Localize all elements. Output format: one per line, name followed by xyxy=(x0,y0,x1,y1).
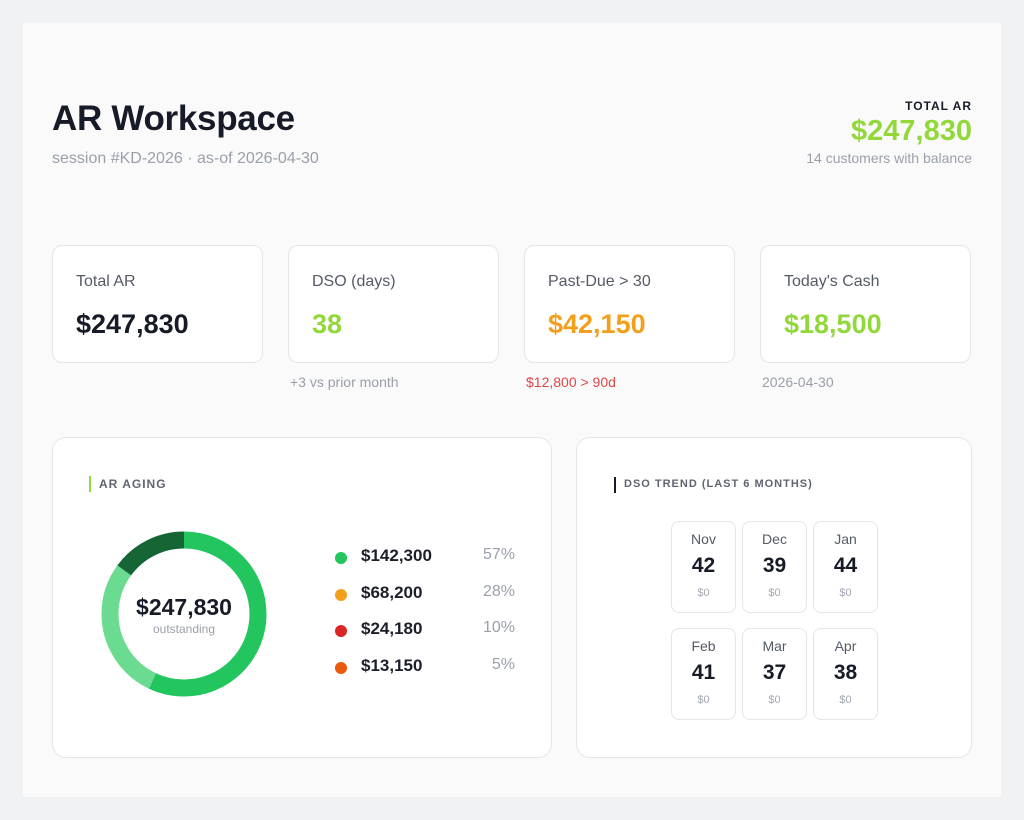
kpi-value: $18,500 xyxy=(784,309,882,339)
legend-percent: 5% xyxy=(491,655,515,673)
customers-with-balance: 14 customers with balance xyxy=(806,150,972,166)
legend-item[interactable]: $142,300 57% xyxy=(335,546,515,583)
total-ar-label: TOTAL AR xyxy=(905,99,972,113)
month-card-nov[interactable]: Nov 42 $0 xyxy=(671,521,736,613)
total-ar-summary: TOTAL AR $247,830 14 customers with bala… xyxy=(806,99,972,166)
month-card-apr[interactable]: Apr 38 $0 xyxy=(813,628,878,720)
month-dso: 44 xyxy=(833,554,858,577)
page-title: AR Workspace xyxy=(52,99,295,138)
legend-percent: 10% xyxy=(482,619,515,637)
month-dso: 37 xyxy=(762,661,787,684)
month-amount: $0 xyxy=(697,694,710,706)
workspace-canvas: AR Workspace session #KD-2026 · as-of 20… xyxy=(23,23,1001,797)
legend-amount: $142,300 xyxy=(361,546,432,565)
kpi-card-dso[interactable]: DSO (days) 38 xyxy=(288,245,499,363)
legend-item[interactable]: $24,180 10% xyxy=(335,619,515,656)
month-card-dec[interactable]: Dec 39 $0 xyxy=(742,521,807,613)
legend-dot xyxy=(335,625,347,638)
legend-dot xyxy=(335,661,347,674)
kpi-label: Today's Cash xyxy=(784,273,880,290)
legend-amount: $24,180 xyxy=(361,619,423,639)
page-subtitle: session #KD-2026 · as-of 2026-04-30 xyxy=(52,150,319,167)
month-amount: $0 xyxy=(839,694,852,706)
month-card-mar[interactable]: Mar 37 $0 xyxy=(742,628,807,720)
month-dso: 39 xyxy=(762,554,787,577)
ar-aging-title: AR AGING xyxy=(89,476,167,492)
month-card-feb[interactable]: Feb 41 $0 xyxy=(671,628,736,720)
month-name: Apr xyxy=(834,638,857,654)
aging-donut-chart xyxy=(101,531,267,697)
kpi-label: Total AR xyxy=(76,273,136,290)
aging-legend: $142,300 57% $68,200 28% $24,180 10% $13… xyxy=(335,546,515,692)
total-ar-value: $247,830 xyxy=(851,115,972,147)
legend-dot xyxy=(335,588,347,601)
kpi-card-past-due[interactable]: Past-Due > 30 $42,150 xyxy=(524,245,735,363)
month-name: Nov xyxy=(691,531,716,547)
month-name: Feb xyxy=(691,638,716,654)
month-name: Mar xyxy=(762,638,787,654)
cash-date-note: 2026-04-30 xyxy=(762,374,834,390)
donut-segment-2 xyxy=(101,531,267,697)
month-dso: 38 xyxy=(833,661,858,684)
month-amount: $0 xyxy=(768,694,781,706)
legend-amount: $13,150 xyxy=(361,655,423,675)
past-due-90-note: $12,800 > 90d xyxy=(526,374,616,390)
month-amount: $0 xyxy=(697,587,710,599)
kpi-label: DSO (days) xyxy=(312,273,396,290)
legend-item[interactable]: $13,150 5% xyxy=(335,656,515,693)
legend-dot xyxy=(335,552,347,564)
kpi-value: 38 xyxy=(312,309,343,339)
month-amount: $0 xyxy=(839,587,852,599)
legend-percent: 28% xyxy=(482,582,515,600)
kpi-value: $42,150 xyxy=(548,309,646,339)
kpi-label: Past-Due > 30 xyxy=(548,273,651,290)
donut-caption: outstanding xyxy=(152,622,216,636)
legend-percent: 57% xyxy=(482,546,515,563)
kpi-value: $247,830 xyxy=(76,309,189,339)
month-name: Dec xyxy=(762,531,787,547)
kpi-card-todays-cash[interactable]: Today's Cash $18,500 xyxy=(760,245,971,363)
dso-trend-title: DSO TREND (LAST 6 MONTHS) xyxy=(614,477,813,493)
month-dso: 41 xyxy=(691,661,716,684)
ar-aging-panel: AR AGING $247,830 outstanding $142,300 5… xyxy=(52,437,552,758)
donut-total: $247,830 xyxy=(136,594,232,620)
month-amount: $0 xyxy=(768,587,781,599)
dso-trend-panel: DSO TREND (LAST 6 MONTHS) Nov 42 $0 Dec … xyxy=(576,437,972,758)
month-name: Jan xyxy=(834,531,857,547)
legend-item[interactable]: $68,200 28% xyxy=(335,583,515,620)
legend-amount: $68,200 xyxy=(361,582,423,602)
donut-segment-1 xyxy=(101,531,267,697)
month-card-jan[interactable]: Jan 44 $0 xyxy=(813,521,878,613)
dso-change-note: +3 vs prior month xyxy=(290,374,399,390)
month-dso: 42 xyxy=(691,554,716,577)
kpi-card-total-ar[interactable]: Total AR $247,830 xyxy=(52,245,263,363)
